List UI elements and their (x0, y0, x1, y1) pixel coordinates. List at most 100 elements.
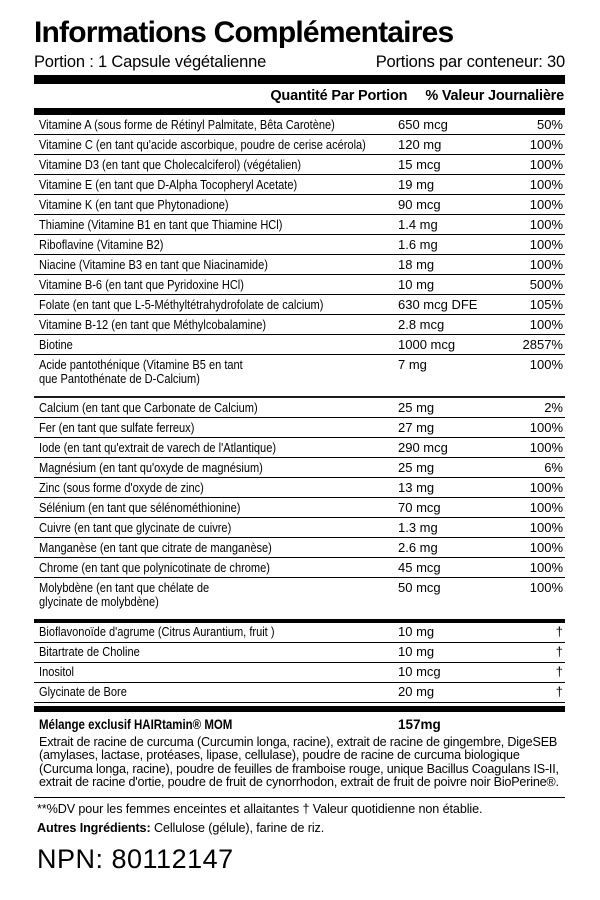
table-row: Inositol 10 mcg † (34, 663, 565, 683)
ingredient-daily-value: 100% (529, 176, 563, 192)
page-title: Informations Complémentaires (34, 16, 454, 49)
ingredient-daily-value: 100% (529, 519, 563, 535)
ingredient-amount: 10 mg (398, 624, 435, 639)
table-row: Folate (en tant que L-5-Méthyltétrahydro… (34, 295, 565, 315)
daily-value-footnote: **%DV pour les femmes enceintes et allai… (37, 801, 483, 816)
table-row: Manganèse (en tant que citrate de mangan… (34, 538, 565, 558)
ingredient-daily-value: † (555, 684, 563, 699)
daily-value-column-header: % Valeur Journalière (425, 88, 564, 104)
minerals-group: Calcium (en tant que Carbonate de Calciu… (34, 398, 565, 619)
ingredient-amount: 1.6 mg (398, 236, 438, 252)
ingredient-amount: 50 mcg (398, 579, 441, 595)
ingredient-amount: 120 mg (398, 136, 442, 152)
ingredient-daily-value: 100% (529, 479, 563, 495)
ingredient-amount: 18 mg (398, 256, 435, 272)
ingredient-amount: 630 mcg DFE (398, 296, 478, 312)
table-row: Bioflavonoïde d'agrume (Citrus Aurantium… (34, 623, 565, 643)
ingredient-daily-value: 100% (529, 156, 563, 172)
ingredient-name: Vitamine D3 (en tant que Cholecalciferol… (39, 156, 302, 172)
ingredient-name: Iode (en tant qu'extrait de varech de l'… (39, 439, 277, 455)
ingredient-daily-value: † (555, 664, 563, 679)
table-row: Acide pantothénique (Vitamine B5 en tant… (34, 355, 565, 396)
ingredient-name: Calcium (en tant que Carbonate de Calciu… (39, 399, 258, 415)
ingredient-name: Biotine (39, 336, 73, 352)
amount-column-header: Quantité Par Portion (270, 88, 408, 104)
table-row: Vitamine E (en tant que D-Alpha Tocopher… (34, 175, 565, 195)
ingredient-daily-value: 100% (529, 316, 563, 332)
ingredient-name: Vitamine E (en tant que D-Alpha Tocopher… (39, 176, 298, 192)
ingredient-name: Chrome (en tant que polynicotinate de ch… (39, 559, 270, 575)
ingredient-amount: 10 mg (398, 276, 435, 292)
ingredient-daily-value: 100% (529, 419, 563, 435)
ingredient-name: Acide pantothénique (Vitamine B5 en tant… (39, 356, 243, 386)
ingredient-daily-value: 50% (536, 116, 563, 132)
ingredient-amount: 27 mg (398, 419, 435, 435)
table-row: Biotine 1000 mcg 2857% (34, 335, 565, 355)
table-row: Cuivre (en tant que glycinate de cuivre)… (34, 518, 565, 538)
blend-description: Extrait de racine de curcuma (Curcumin l… (39, 734, 559, 790)
table-row: Vitamine D3 (en tant que Cholecalciferol… (34, 155, 565, 175)
separator-line-thin (34, 796, 565, 798)
separator-bar-thick (34, 75, 565, 84)
ingredient-daily-value: † (555, 644, 563, 659)
ingredient-amount: 2.8 mcg (398, 316, 445, 332)
ingredient-amount: 70 mcg (398, 499, 441, 515)
ingredient-name: Inositol (39, 664, 75, 679)
other-nutrients-group: Bioflavonoïde d'agrume (Citrus Aurantium… (34, 623, 565, 703)
ingredient-daily-value: 6% (544, 459, 563, 475)
table-row: Bitartrate de Choline 10 mg † (34, 643, 565, 663)
ingredient-amount: 13 mg (398, 479, 435, 495)
table-row: Vitamine C (en tant qu'acide ascorbique,… (34, 135, 565, 155)
ingredient-name: Sélénium (en tant que sélénométhionine) (39, 499, 241, 515)
ingredient-amount: 20 mg (398, 684, 435, 699)
vitamins-group: Vitamine A (sous forme de Rétinyl Palmit… (34, 115, 565, 396)
ingredient-name: Vitamine B-12 (en tant que Méthylcobalam… (39, 316, 267, 332)
ingredient-amount: 10 mg (398, 644, 435, 659)
table-row: Chrome (en tant que polynicotinate de ch… (34, 558, 565, 578)
ingredient-daily-value: 100% (529, 356, 563, 372)
table-row: Molybdène (en tant que chélate de glycin… (34, 578, 565, 619)
supplement-facts-label: Informations Complémentaires Portion : 1… (34, 16, 565, 874)
ingredient-daily-value: 500% (529, 276, 563, 292)
ingredient-name: Magnésium (en tant qu'oxyde de magnésium… (39, 459, 263, 475)
group-separator-bar (34, 395, 565, 398)
ingredient-daily-value: 100% (529, 216, 563, 232)
ingredient-amount: 90 mcg (398, 196, 441, 212)
ingredient-daily-value: 100% (529, 236, 563, 252)
ingredient-name: Bioflavonoïde d'agrume (Citrus Aurantium… (39, 624, 275, 639)
table-row: Iode (en tant qu'extrait de varech de l'… (34, 438, 565, 458)
table-row: Niacine (Vitamine B3 en tant que Niacina… (34, 255, 565, 275)
group-separator-bar (34, 618, 565, 623)
ingredient-name: Vitamine B-6 (en tant que Pyridoxine HCl… (39, 276, 244, 292)
ingredient-daily-value: 100% (529, 256, 563, 272)
blend-amount: 157mg (398, 716, 441, 732)
table-row: Vitamine A (sous forme de Rétinyl Palmit… (34, 115, 565, 135)
separator-bar-thick (34, 108, 565, 115)
other-ingredients: Autres Ingrédients: Cellulose (gélule), … (34, 817, 565, 837)
ingredient-name: Bitartrate de Choline (39, 644, 140, 659)
ingredient-name: Vitamine C (en tant qu'acide ascorbique,… (39, 136, 366, 152)
ingredient-amount: 10 mcg (398, 664, 441, 679)
ingredient-amount: 7 mg (398, 356, 427, 372)
servings-per-container: Portions par conteneur: 30 (375, 53, 565, 71)
ingredient-daily-value: 100% (529, 559, 563, 575)
npn-number: NPN: 80112147 (37, 843, 234, 874)
ingredient-amount: 1.4 mg (398, 216, 438, 232)
column-headers: Quantité Par Portion % Valeur Journalièr… (34, 84, 565, 108)
ingredient-amount: 1.3 mg (398, 519, 438, 535)
table-row: Sélénium (en tant que sélénométhionine) 7… (34, 498, 565, 518)
ingredient-daily-value: 105% (529, 296, 563, 312)
table-row: Fer (en tant que sulfate ferreux) 27 mg 10… (34, 418, 565, 438)
ingredient-amount: 25 mg (398, 459, 435, 475)
ingredient-amount: 2.6 mg (398, 539, 438, 555)
ingredient-name: Manganèse (en tant que citrate de mangan… (39, 539, 272, 555)
ingredient-name: Cuivre (en tant que glycinate de cuivre) (39, 519, 232, 535)
ingredient-name: Thiamine (Vitamine B1 en tant que Thiami… (39, 216, 283, 232)
other-ingredients-label: Autres Ingrédients: (37, 821, 151, 836)
other-ingredients-value: Cellulose (gélule), farine de riz. (150, 821, 325, 836)
ingredient-daily-value: 100% (529, 136, 563, 152)
ingredient-amount: 45 mcg (398, 559, 441, 575)
ingredient-name: Niacine (Vitamine B3 en tant que Niacina… (39, 256, 268, 272)
table-row: Vitamine B-6 (en tant que Pyridoxine HCl… (34, 275, 565, 295)
ingredient-daily-value: 100% (529, 196, 563, 212)
